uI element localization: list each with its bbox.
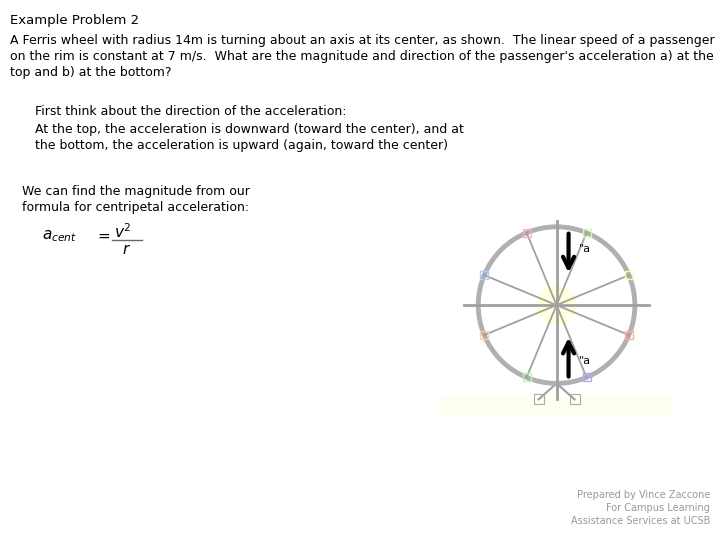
- Bar: [582, 374, 590, 381]
- Text: Assistance Services at UCSB: Assistance Services at UCSB: [571, 516, 710, 526]
- Text: "a: "a: [579, 244, 590, 254]
- Text: "a: "a: [579, 356, 590, 366]
- FancyBboxPatch shape: [440, 397, 673, 415]
- Polygon shape: [544, 285, 557, 305]
- Bar: [582, 229, 590, 237]
- Bar: [480, 271, 488, 279]
- Text: $=$: $=$: [95, 228, 111, 243]
- Text: At the top, the acceleration is downward (toward the center), and at: At the top, the acceleration is downward…: [35, 123, 464, 136]
- Bar: [523, 374, 531, 381]
- Text: $v^{2}$: $v^{2}$: [114, 222, 132, 241]
- Text: top and b) at the bottom?: top and b) at the bottom?: [10, 66, 171, 79]
- Text: For Campus Learning: For Campus Learning: [606, 503, 710, 513]
- Polygon shape: [557, 292, 577, 305]
- Bar: [523, 229, 531, 237]
- Polygon shape: [544, 305, 557, 326]
- Text: We can find the magnitude from our: We can find the magnitude from our: [22, 185, 250, 198]
- Text: $a_{cent}$: $a_{cent}$: [42, 228, 77, 244]
- Polygon shape: [557, 305, 577, 318]
- Text: Prepared by Vince Zaccone: Prepared by Vince Zaccone: [577, 490, 710, 500]
- Bar: [534, 394, 544, 404]
- Text: A Ferris wheel with radius 14m is turning about an axis at its center, as shown.: A Ferris wheel with radius 14m is turnin…: [10, 34, 715, 47]
- Text: formula for centripetal acceleration:: formula for centripetal acceleration:: [22, 201, 249, 214]
- Bar: [625, 271, 633, 279]
- Text: First think about the direction of the acceleration:: First think about the direction of the a…: [35, 105, 346, 118]
- Text: the bottom, the acceleration is upward (again, toward the center): the bottom, the acceleration is upward (…: [35, 139, 448, 152]
- Bar: [625, 331, 633, 339]
- Polygon shape: [557, 305, 570, 326]
- Polygon shape: [536, 292, 557, 305]
- Bar: [480, 331, 488, 339]
- Polygon shape: [557, 285, 570, 305]
- Bar: [570, 394, 580, 404]
- Text: on the rim is constant at 7 m/s.  What are the magnitude and direction of the pa: on the rim is constant at 7 m/s. What ar…: [10, 50, 714, 63]
- Text: Example Problem 2: Example Problem 2: [10, 14, 139, 27]
- Polygon shape: [536, 305, 557, 318]
- Text: $r$: $r$: [122, 242, 131, 257]
